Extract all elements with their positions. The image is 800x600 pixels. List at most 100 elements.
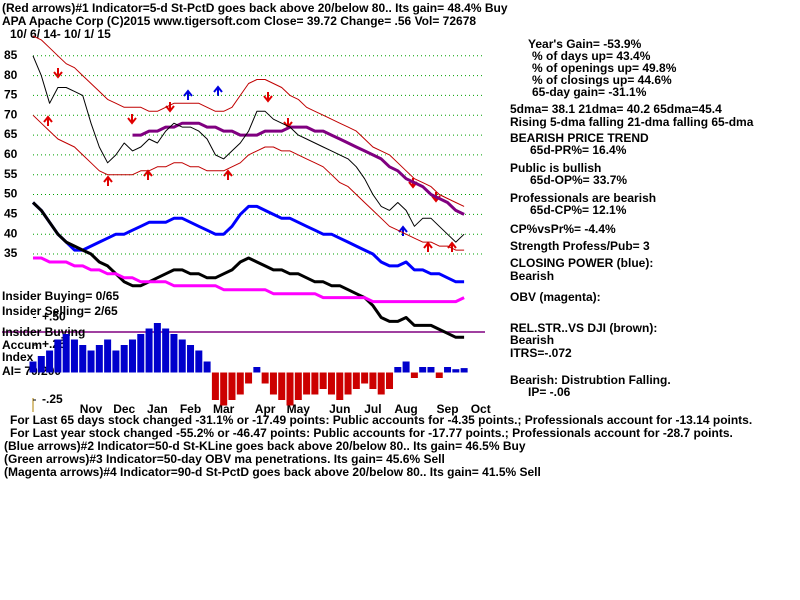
accum-bar	[386, 372, 394, 389]
series-line	[32, 35, 465, 207]
accum-bar	[269, 372, 277, 395]
y-tick-label: +.50	[42, 310, 66, 324]
stat-line: REL.STR..VS DJI (brown):	[510, 321, 657, 335]
stat-line: % of openings up= 49.8%	[532, 61, 677, 75]
red-arrow	[165, 102, 175, 113]
y-tick-label: 35	[4, 246, 18, 260]
blue-arrow	[213, 85, 223, 96]
red-arrow	[103, 175, 113, 186]
y-tick-label: 45	[4, 207, 18, 221]
stat-line: ITRS=-.072	[510, 346, 572, 360]
left-label: Insider Buying= 0/65	[2, 289, 119, 303]
accum-bar	[228, 372, 236, 400]
stat-line: 65-day gain= -31.1%	[532, 85, 647, 99]
y-tick-label: 75	[4, 88, 18, 102]
red-arrow	[263, 92, 273, 103]
header-line: (Red arrows)#1 Indicator=5-d St-PctD goe…	[2, 1, 508, 15]
accum-bar	[46, 350, 54, 373]
accum-bar	[294, 372, 302, 400]
accum-bar	[54, 339, 62, 373]
y-tick-label: 60	[4, 147, 18, 161]
stat-line: 65d-PR%= 16.4%	[530, 143, 627, 157]
accum-bar	[286, 372, 294, 406]
x-tick-label: Oct	[471, 402, 491, 416]
date-range: 10/ 6/ 14- 10/ 1/ 15	[10, 27, 111, 41]
y-tick-label: 80	[4, 68, 18, 82]
header-line: APA Apache Corp (C)2015 www.tigersoft.co…	[2, 14, 476, 28]
accum-bar	[120, 345, 128, 373]
accum-bar	[344, 372, 352, 395]
accum-bar	[410, 372, 418, 378]
y-tick-label: 55	[4, 167, 18, 181]
stat-line: Bearish	[510, 269, 554, 283]
accum-bar	[137, 334, 145, 373]
accum-bar	[178, 339, 186, 373]
x-tick-label: Jun	[329, 402, 350, 416]
accum-bar	[153, 323, 161, 373]
series-line	[31, 201, 465, 284]
left-label: Insider Selling= 2/65	[2, 304, 118, 318]
stat-line: Year's Gain= -53.9%	[528, 37, 642, 51]
accum-bar	[236, 372, 244, 395]
x-tick-label: Jul	[364, 402, 381, 416]
stat-line: CLOSING POWER (blue):	[510, 256, 653, 270]
accum-bar	[211, 372, 219, 400]
accum-bar	[62, 334, 70, 373]
accum-bar	[29, 361, 37, 373]
accum-bar	[427, 367, 435, 373]
y-tick-label: 70	[4, 107, 18, 121]
y-tick-label: -.25	[42, 392, 63, 406]
accum-bar	[187, 345, 195, 373]
stat-line: Public is bullish	[510, 161, 601, 175]
accum-bar	[162, 328, 170, 373]
accum-bar	[104, 339, 112, 373]
y-tick-label: 40	[4, 226, 18, 240]
accum-bar	[402, 361, 410, 373]
accum-bar	[444, 367, 452, 373]
stat-line: Strength Profess/Pub= 3	[510, 239, 650, 253]
x-tick-label: Sep	[437, 402, 459, 416]
accum-bar	[460, 368, 468, 373]
stat-line: Professionals are bearish	[510, 191, 656, 205]
stat-line: BEARISH PRICE TREND	[510, 131, 649, 145]
footer-line: For Last year stock changed -55.2% or -4…	[10, 426, 733, 440]
x-tick-label: Aug	[394, 402, 417, 416]
x-tick-label: Dec	[113, 402, 135, 416]
accum-bar	[319, 372, 327, 389]
stat-line: 5dma= 38.1 21dma= 40.2 65dma=45.4	[510, 102, 722, 116]
accum-bar	[245, 372, 253, 384]
accum-bar	[352, 372, 360, 389]
accum-bar	[220, 372, 228, 406]
footer-line: For Last 65 days stock changed -31.1% or…	[10, 413, 752, 427]
accum-bar	[452, 369, 460, 373]
accum-bar	[79, 345, 87, 373]
accum-bar	[327, 372, 335, 395]
accum-bar	[435, 372, 443, 378]
accum-bar	[394, 367, 402, 373]
x-tick-label: Feb	[180, 402, 201, 416]
stat-line: 65d-OP%= 33.7%	[530, 173, 627, 187]
footer-line: (Green arrows)#3 Indicator=50-day OBV ma…	[4, 452, 445, 466]
red-arrow	[127, 114, 137, 125]
series-line	[132, 121, 465, 216]
accum-bar	[377, 372, 385, 395]
accum-bar	[336, 372, 344, 400]
left-label: Accum	[2, 338, 42, 352]
stat-line: 65d-CP%= 12.1%	[530, 203, 627, 217]
series-line	[32, 114, 465, 251]
accum-bar	[361, 372, 369, 384]
red-arrow	[423, 241, 433, 252]
y-tick-label: 65	[4, 127, 18, 141]
accum-bar	[112, 350, 120, 373]
stat-line: % of days up= 43.4%	[532, 49, 651, 63]
series-line	[33, 256, 465, 304]
accum-bar	[278, 372, 286, 400]
y-tick-label: 50	[4, 187, 18, 201]
accum-bar	[37, 356, 45, 373]
accum-bar	[170, 334, 178, 373]
stat-line: Rising 5-dma falling 21-dma falling 65-d…	[510, 115, 754, 129]
stat-line: IP= -.06	[528, 385, 571, 399]
x-tick-label: Nov	[80, 402, 103, 416]
series-line	[31, 201, 465, 339]
